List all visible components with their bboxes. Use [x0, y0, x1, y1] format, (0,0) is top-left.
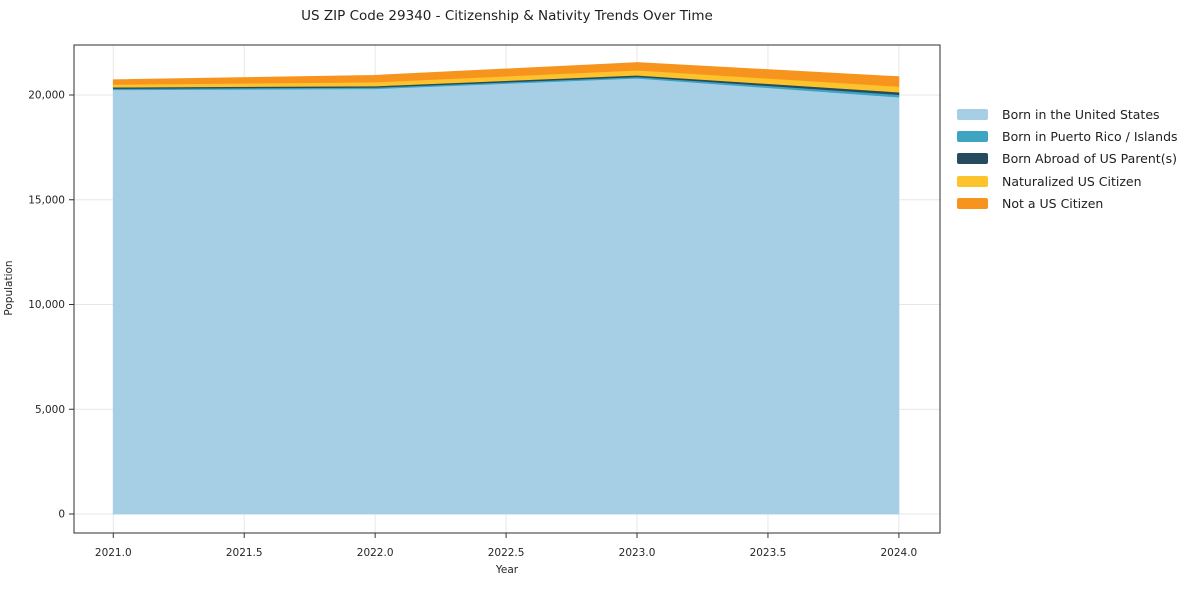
x-tick-label: 2023.5	[750, 547, 787, 559]
legend-swatch	[957, 175, 988, 187]
y-tick-label: 15,000	[28, 194, 65, 206]
legend-swatch	[957, 130, 988, 142]
chart-title: US ZIP Code 29340 - Citizenship & Nativi…	[301, 8, 713, 24]
y-tick-label: 10,000	[28, 299, 65, 311]
x-tick-label: 2021.0	[95, 547, 132, 559]
legend: Born in the United States Born in Puerto …	[957, 103, 1178, 214]
y-tick-labels: 0 5,000 10,000 15,000 20,000	[28, 90, 65, 521]
legend-item-born-in-the-united-states: Born in the United States	[957, 103, 1178, 125]
x-tick-label: 2021.5	[226, 547, 263, 559]
legend-label: Born in Puerto Rico / Islands	[1002, 128, 1178, 144]
x-tick-label: 2023.0	[619, 547, 656, 559]
legend-swatch	[957, 108, 988, 120]
legend-item-born-in-puerto-rico-islands: Born in Puerto Rico / Islands	[957, 125, 1178, 147]
axis-spines	[73, 44, 941, 534]
x-tick-label: 2022.0	[357, 547, 394, 559]
legend-swatch	[957, 197, 988, 209]
legend-label: Born Abroad of US Parent(s)	[1002, 151, 1177, 167]
legend-item-naturalized-us-citizen: Naturalized US Citizen	[957, 170, 1178, 192]
area-not-a-us-citizen	[112, 62, 900, 87]
area-born-in-the-united-states	[112, 77, 900, 515]
x-tick-labels: 2021.0 2021.5 2022.0 2022.5 2023.0 2023.5 2024…	[95, 547, 917, 559]
x-axis-title: Year	[495, 564, 519, 576]
legend-item-not-a-us-citizen: Not a US Citizen	[957, 192, 1178, 214]
legend-label: Not a US Citizen	[1002, 195, 1104, 211]
x-tick-label: 2022.5	[488, 547, 525, 559]
y-tick-label: 20,000	[28, 90, 65, 102]
legend-swatch	[957, 153, 988, 165]
legend-label: Born in the United States	[1002, 106, 1160, 122]
y-tick-label: 5,000	[35, 404, 65, 416]
legend-item-born-abroad-of-us-parent-s: Born Abroad of US Parent(s)	[957, 148, 1178, 170]
area-series	[112, 62, 900, 515]
legend-label: Naturalized US Citizen	[1002, 173, 1142, 189]
tick-marks	[69, 94, 900, 538]
x-tick-label: 2024.0	[881, 547, 918, 559]
y-axis-title: Population	[3, 260, 15, 316]
y-tick-label: 0	[58, 508, 65, 520]
